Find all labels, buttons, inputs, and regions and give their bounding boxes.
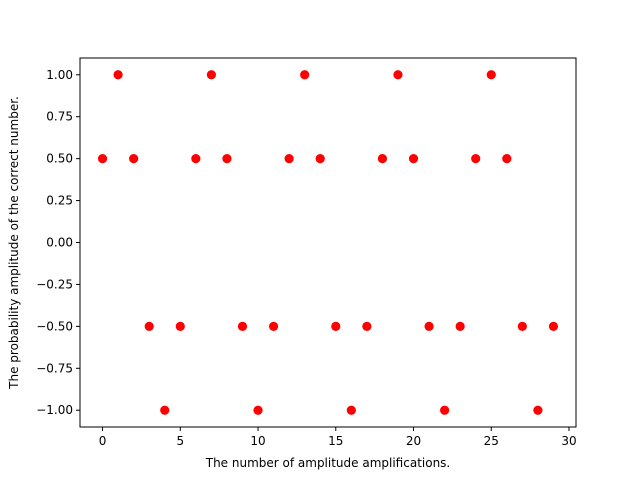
x-tick-label: 5 xyxy=(176,434,184,448)
data-point xyxy=(331,321,341,331)
data-point xyxy=(471,154,481,164)
data-point xyxy=(346,405,356,415)
y-tick-label: 0.00 xyxy=(46,236,73,250)
data-point xyxy=(424,321,434,331)
x-tick-label: 15 xyxy=(328,434,343,448)
data-point xyxy=(440,405,450,415)
data-point xyxy=(315,154,325,164)
data-point xyxy=(268,321,279,331)
data-point xyxy=(393,70,403,80)
data-point xyxy=(548,321,559,331)
x-tick-label: 25 xyxy=(484,434,499,448)
y-tick-label: 1.00 xyxy=(46,68,73,82)
data-point xyxy=(113,70,123,80)
x-tick-label: 30 xyxy=(561,434,576,448)
x-axis-label: The number of amplitude amplifications. xyxy=(205,456,451,470)
x-tick-label: 0 xyxy=(99,434,107,448)
data-point xyxy=(486,70,496,80)
data-point xyxy=(517,321,527,331)
data-point xyxy=(237,321,248,331)
y-tick-label: 0.25 xyxy=(46,194,73,208)
data-point xyxy=(191,154,201,164)
y-tick-label: −0.75 xyxy=(36,361,73,375)
data-point xyxy=(129,154,139,164)
y-tick-label: −0.25 xyxy=(36,277,73,291)
data-point xyxy=(300,70,310,80)
data-point xyxy=(222,154,232,164)
data-point xyxy=(533,405,543,415)
y-axis-label: The probability amplitude of the correct… xyxy=(7,96,21,390)
y-tick-label: 0.50 xyxy=(46,152,73,166)
x-tick-label: 20 xyxy=(406,434,421,448)
data-point xyxy=(206,70,216,80)
data-point xyxy=(144,321,154,331)
data-point xyxy=(377,154,388,164)
x-tick-label: 10 xyxy=(250,434,265,448)
data-point xyxy=(362,321,372,331)
data-point xyxy=(284,154,294,164)
y-tick-label: 0.75 xyxy=(46,110,73,124)
data-point xyxy=(455,321,465,331)
plot-area-frame xyxy=(79,57,577,428)
data-point xyxy=(175,321,185,331)
y-tick-label: −1.00 xyxy=(36,403,73,417)
data-point xyxy=(408,154,419,164)
y-tick-label: −0.50 xyxy=(36,319,73,333)
data-point xyxy=(160,405,170,415)
data-point xyxy=(502,154,512,164)
data-point xyxy=(97,154,108,164)
data-point xyxy=(253,405,263,415)
